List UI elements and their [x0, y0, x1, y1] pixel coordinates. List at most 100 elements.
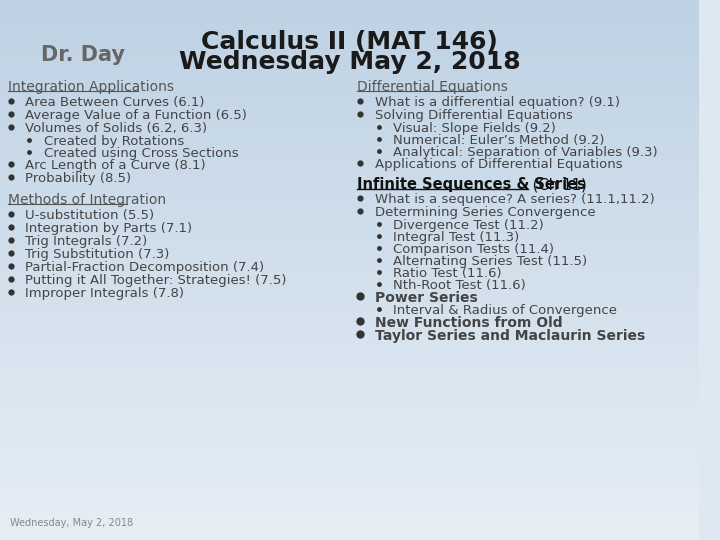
Bar — [0, 116, 699, 122]
Bar — [0, 381, 699, 387]
Bar — [0, 449, 699, 455]
Bar — [0, 161, 699, 166]
Bar — [0, 476, 699, 482]
Text: Integration by Parts (7.1): Integration by Parts (7.1) — [25, 222, 192, 235]
Text: Taylor Series and Maclaurin Series: Taylor Series and Maclaurin Series — [375, 329, 645, 343]
Bar — [0, 76, 699, 81]
Bar — [0, 525, 699, 531]
Bar — [0, 305, 699, 310]
Bar — [0, 287, 699, 293]
Bar — [0, 485, 699, 490]
Bar — [0, 152, 699, 158]
Bar — [0, 269, 699, 274]
Bar — [0, 62, 699, 68]
Bar — [0, 489, 699, 495]
Bar — [0, 332, 699, 338]
Text: Integral Test (11.3): Integral Test (11.3) — [393, 231, 520, 244]
Bar — [0, 130, 699, 135]
Bar — [0, 498, 699, 504]
Bar — [0, 535, 699, 540]
Bar — [0, 440, 699, 445]
Bar — [0, 125, 699, 131]
Bar — [0, 197, 699, 202]
Text: Calculus II (MAT 146): Calculus II (MAT 146) — [201, 30, 498, 54]
Bar — [0, 138, 699, 144]
Bar — [0, 26, 699, 31]
Text: Power Series: Power Series — [375, 291, 477, 305]
Bar — [0, 458, 699, 463]
Bar — [0, 255, 699, 261]
Bar — [0, 323, 699, 328]
Bar — [0, 359, 699, 364]
Bar — [0, 444, 699, 450]
Bar — [0, 184, 699, 189]
Text: Average Value of a Function (6.5): Average Value of a Function (6.5) — [25, 109, 247, 122]
Text: U-substitution (5.5): U-substitution (5.5) — [25, 209, 154, 222]
Bar — [0, 377, 699, 382]
Text: Created using Cross Sections: Created using Cross Sections — [44, 147, 238, 160]
Bar — [0, 336, 699, 342]
Text: Dr. Day: Dr. Day — [40, 45, 125, 65]
Bar — [0, 12, 699, 18]
Bar — [0, 309, 699, 315]
Bar — [0, 8, 699, 14]
Bar — [0, 390, 699, 396]
Bar — [0, 346, 699, 351]
Bar — [0, 233, 699, 239]
Text: Wednesday May 2, 2018: Wednesday May 2, 2018 — [179, 50, 521, 74]
Bar — [0, 273, 699, 279]
Text: Interval & Radius of Convergence: Interval & Radius of Convergence — [393, 304, 617, 317]
Bar — [0, 363, 699, 369]
Text: Partial-Fraction Decomposition (7.4): Partial-Fraction Decomposition (7.4) — [25, 261, 264, 274]
Bar — [0, 413, 699, 418]
Bar — [0, 386, 699, 391]
Text: What is a sequence? A series? (11.1,11.2): What is a sequence? A series? (11.1,11.2… — [375, 193, 654, 206]
Bar — [0, 404, 699, 409]
Text: Numerical: Euler’s Method (9.2): Numerical: Euler’s Method (9.2) — [393, 134, 605, 147]
Text: Infinite Sequences & Series: Infinite Sequences & Series — [357, 177, 586, 192]
Bar — [0, 165, 699, 171]
Bar — [0, 170, 699, 176]
Text: Integration Applications: Integration Applications — [8, 80, 174, 94]
Bar — [0, 120, 699, 126]
Bar — [0, 462, 699, 468]
Text: Arc Length of a Curve (8.1): Arc Length of a Curve (8.1) — [25, 159, 206, 172]
Bar — [0, 395, 699, 401]
Text: Differential Equations: Differential Equations — [357, 80, 508, 94]
Bar — [0, 246, 699, 252]
Bar — [0, 435, 699, 441]
Bar — [0, 211, 699, 216]
Text: (Ch 11): (Ch 11) — [528, 177, 587, 192]
Bar — [0, 408, 699, 414]
Text: New Functions from Old: New Functions from Old — [375, 316, 562, 330]
Bar — [0, 422, 699, 428]
Text: Area Between Curves (6.1): Area Between Curves (6.1) — [25, 96, 204, 109]
Bar — [0, 174, 699, 180]
Bar — [0, 300, 699, 306]
Bar — [0, 242, 699, 247]
Bar — [0, 373, 699, 378]
Bar — [0, 192, 699, 198]
Bar — [0, 228, 699, 234]
Bar — [0, 327, 699, 333]
Text: Trig Substitution (7.3): Trig Substitution (7.3) — [25, 248, 170, 261]
Text: Nth-Root Test (11.6): Nth-Root Test (11.6) — [393, 279, 526, 292]
Bar — [0, 57, 699, 63]
Text: Alternating Series Test (11.5): Alternating Series Test (11.5) — [393, 255, 588, 268]
Bar — [0, 22, 699, 27]
Bar — [0, 84, 699, 90]
Bar — [0, 481, 699, 486]
Text: Probability (8.5): Probability (8.5) — [25, 172, 131, 185]
Bar — [0, 107, 699, 112]
Text: Analytical: Separation of Variables (9.3): Analytical: Separation of Variables (9.3… — [393, 146, 658, 159]
Text: What is a differential equation? (9.1): What is a differential equation? (9.1) — [375, 96, 620, 109]
Text: Solving Differential Equations: Solving Differential Equations — [375, 109, 572, 122]
Bar — [0, 494, 699, 500]
Bar — [0, 296, 699, 301]
Bar — [0, 508, 699, 513]
Bar — [0, 17, 699, 23]
Bar — [0, 454, 699, 459]
Text: Determining Series Convergence: Determining Series Convergence — [375, 206, 595, 219]
Bar — [0, 39, 699, 45]
Bar — [0, 368, 699, 374]
